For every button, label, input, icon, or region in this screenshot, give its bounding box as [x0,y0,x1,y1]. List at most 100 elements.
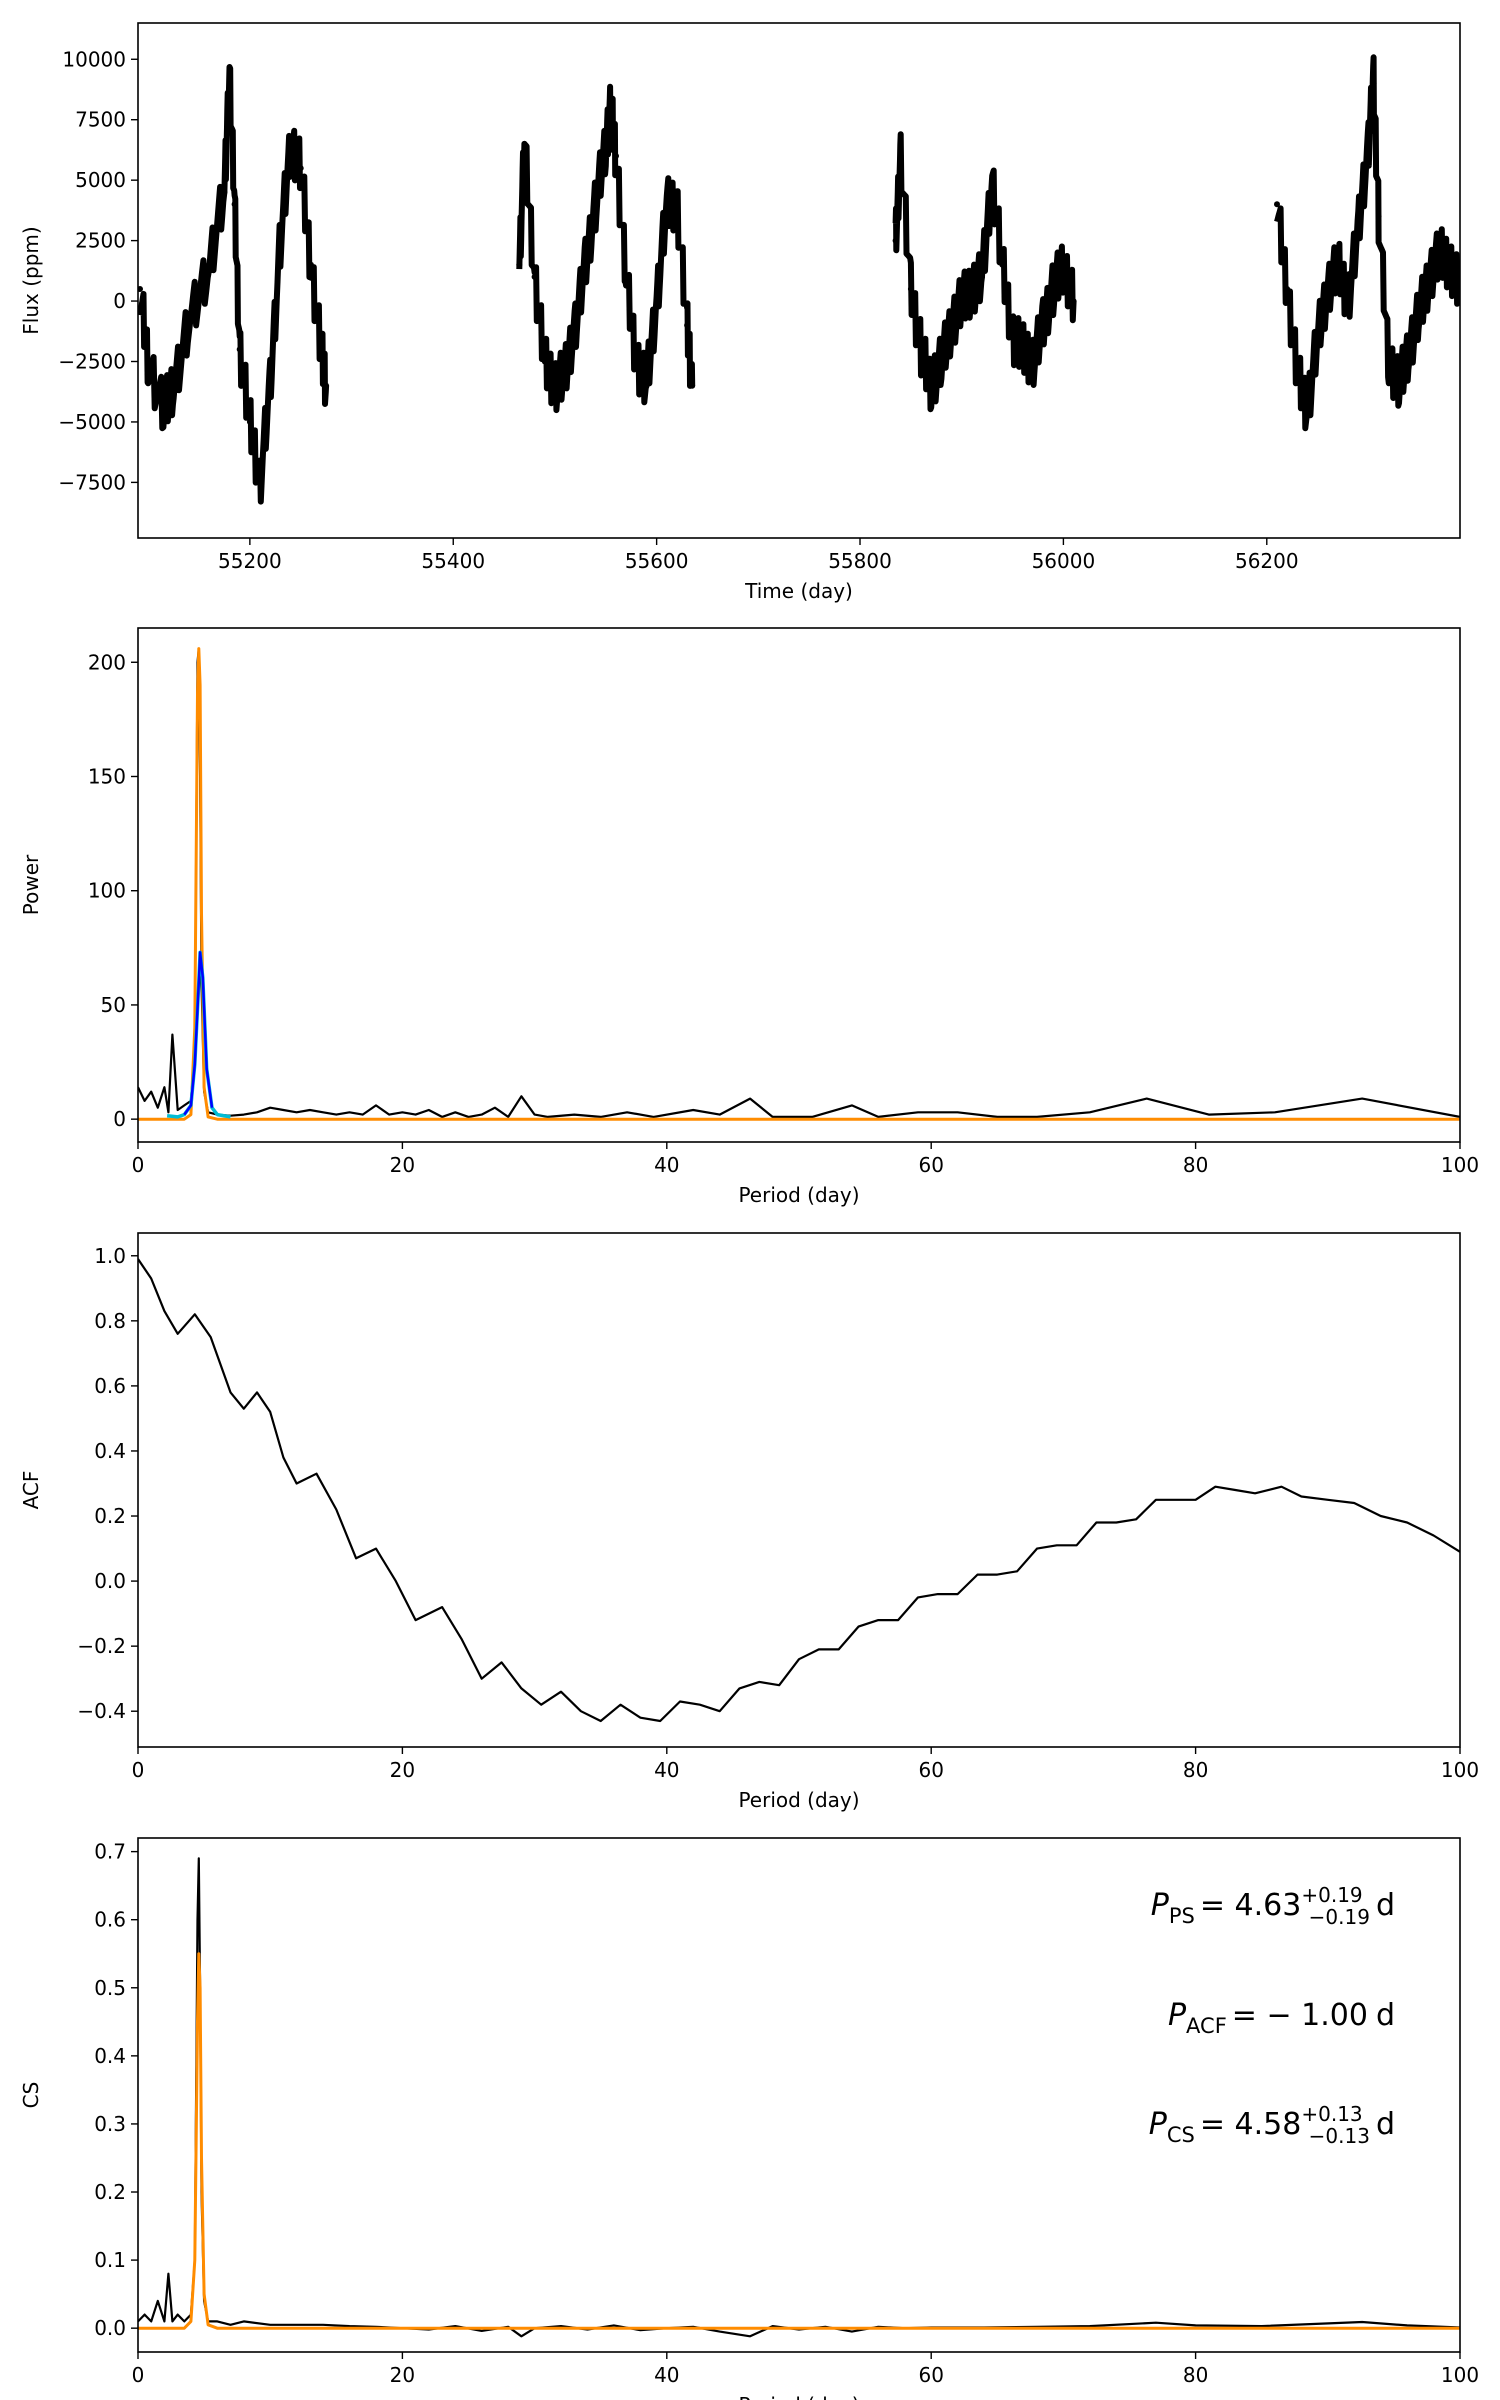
flux-point [938,358,945,365]
y-tick-label: 5000 [75,168,126,192]
y-tick-label: −5000 [58,410,126,434]
x-tick-label: 40 [654,1153,679,1177]
y-tick-label: 10000 [62,47,126,71]
series-line-2 [138,647,1460,1121]
x-axis-label: Period (day) [738,1183,859,1207]
x-tick-label: 100 [1441,1153,1479,1177]
flux-point [287,140,294,147]
flux-point [1314,334,1321,341]
x-tick-label: 60 [918,2363,943,2387]
y-tick-label: 0.6 [94,1908,126,1932]
y-tick-label: 7500 [75,108,126,132]
flux-point [277,237,284,244]
y-tick-label: 0.0 [94,2316,126,2340]
flux-point [1365,140,1372,147]
x-tick-label: 40 [654,1758,679,1782]
flux-point [541,358,548,365]
flux-point [323,382,330,389]
x-tick-label: 0 [132,1758,145,1782]
flux-point [531,273,538,280]
x-tick-label: 100 [1441,2363,1479,2387]
x-tick-label: 80 [1183,1153,1208,1177]
flux-segment-1 [138,64,330,505]
y-tick-label: 0.2 [94,2180,126,2204]
flux-point [1436,249,1443,256]
y-tick-label: 0.2 [94,1504,126,1528]
flux-point [1284,286,1291,292]
y-tick-label: 50 [101,993,126,1017]
y-tick-label: 0.6 [94,1374,126,1398]
x-axis-label: Period (day) [738,2393,859,2400]
flux-point [551,382,558,389]
flux-point [1355,225,1362,232]
power-spectrum-panel: 0 20 40 60 80 100 0 50 100 150 200 Period (day) Powe… [19,627,1479,1207]
flux-point [145,358,152,365]
y-tick-label: 0.8 [94,1309,126,1333]
flux-point [562,370,569,377]
x-tick-label: 56200 [1235,549,1299,573]
flux-point [318,346,324,353]
flux-point [1304,406,1311,413]
y-axis-label: Power [19,854,43,915]
y-tick-label: 1.0 [94,1244,126,1268]
flux-point [297,165,304,172]
flux-point [236,346,243,353]
series-line-2 [138,1952,1460,2330]
x-tick-label: 100 [1441,1758,1479,1782]
plot-area [138,647,1460,1121]
flux-point [1426,273,1433,280]
flux-point [1375,213,1382,220]
flux-point [1385,358,1392,365]
y-tick-label: 0.7 [94,1840,126,1864]
y-tick-label: 0.4 [94,2044,126,2068]
flux-point [674,201,680,208]
flux-point [968,286,975,292]
x-tick-label: 55200 [218,549,282,573]
flux-point [684,322,691,329]
flux-point [1274,201,1280,208]
flux-point [928,382,935,389]
axes-frame [137,22,1461,539]
flux-point [1294,370,1301,377]
x-tick-label: 56000 [1032,549,1096,573]
cs-panel: PPS = 4.63+0.19 −0.19 d PACF = − 1.00 d PCS = … [19,1837,1479,2400]
y-tick-label: −2500 [58,349,126,373]
flux-panel: 55200 55400 55600 55800 56000 56200 −7500 −5000… [19,22,1461,603]
x-tick-label: 20 [390,1758,415,1782]
flux-point [1029,358,1036,365]
flux-point [582,261,589,268]
flux-point [1060,261,1067,268]
y-tick-label: −0.2 [77,1634,126,1658]
flux-point [521,140,528,147]
plot-area [138,54,1460,505]
y-axis-label: ACF [19,1471,43,1510]
y-tick-label: −7500 [58,470,126,494]
flux-point [602,140,609,147]
x-tick-label: 0 [132,1153,145,1177]
plot-area [138,1857,1460,2338]
flux-point [999,261,1006,268]
annotation-p-acf: PACF = − 1.00 d [1168,1998,1395,2038]
x-tick-label: 60 [918,1153,943,1177]
flux-point [1406,346,1413,353]
flux-point [689,382,696,389]
flux-point [592,201,599,208]
flux-segment-3 [892,131,1077,413]
x-tick-label: 55800 [828,549,892,573]
flux-point [1335,261,1341,268]
flux-point [257,479,263,486]
flux-point [989,177,996,184]
axes-frame [137,1232,1461,1748]
flux-point [918,346,924,353]
y-tick-label: 0.4 [94,1439,126,1463]
flux-point [948,322,955,329]
flux-point [226,68,233,75]
flux-point [623,273,630,280]
flux-point [231,201,238,208]
flux-point [653,298,660,305]
flux-point [246,418,253,425]
flux-point [897,153,904,159]
flux-point [572,322,579,329]
series-line-1 [138,647,1460,1119]
